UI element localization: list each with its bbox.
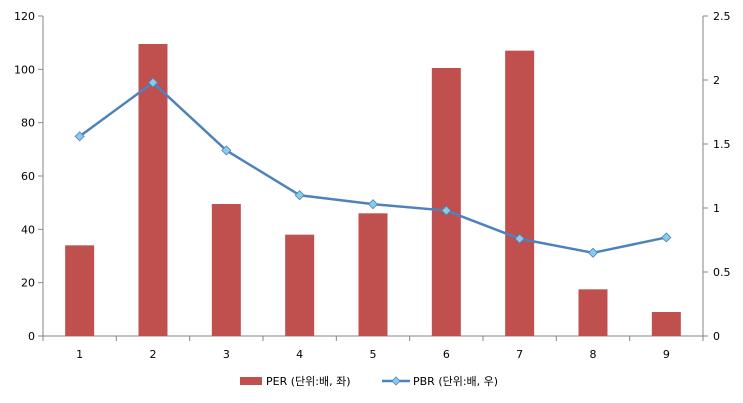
pbr-point bbox=[294, 190, 305, 201]
left-tick-label: 80 bbox=[21, 117, 35, 130]
x-tick-label: 6 bbox=[443, 348, 450, 361]
legend: PER (단위:배, 좌) PBR (단위:배, 우) bbox=[240, 375, 498, 388]
left-tick-label: 20 bbox=[21, 277, 35, 290]
pbr-point bbox=[661, 232, 672, 243]
x-tick-label: 7 bbox=[516, 348, 523, 361]
pbr-line bbox=[74, 77, 672, 258]
pbr-point bbox=[514, 233, 525, 244]
right-tick-label: 0.5 bbox=[713, 266, 731, 279]
right-tick-label: 2.5 bbox=[713, 10, 731, 23]
x-tick-label: 2 bbox=[150, 348, 157, 361]
legend-pbr-label: PBR (단위:배, 우) bbox=[413, 375, 498, 388]
legend-per-label: PER (단위:배, 좌) bbox=[266, 375, 351, 388]
pbr-point bbox=[147, 77, 159, 88]
per-bar bbox=[285, 234, 315, 336]
per-bar bbox=[651, 312, 681, 336]
per-bar bbox=[358, 213, 388, 336]
legend-per-swatch bbox=[240, 377, 262, 385]
left-tick-label: 60 bbox=[21, 170, 35, 183]
pbr-point bbox=[367, 199, 379, 210]
left-tick-label: 120 bbox=[14, 10, 35, 23]
left-tick-label: 0 bbox=[28, 330, 35, 343]
right-tick-label: 1 bbox=[713, 202, 720, 215]
per-bar bbox=[211, 204, 241, 336]
right-tick-label: 2 bbox=[713, 74, 720, 87]
left-tick-label: 100 bbox=[14, 63, 35, 76]
pbr-point bbox=[74, 131, 85, 142]
x-tick-label: 1 bbox=[76, 348, 83, 361]
x-tick-label: 5 bbox=[370, 348, 377, 361]
pbr-point bbox=[587, 247, 599, 258]
per-bar bbox=[65, 245, 95, 336]
pbr-point bbox=[441, 205, 452, 216]
x-tick-label: 3 bbox=[223, 348, 230, 361]
x-tick-label: 4 bbox=[296, 348, 303, 361]
x-tick-label: 9 bbox=[663, 348, 670, 361]
per-bar bbox=[578, 289, 608, 336]
right-tick-label: 1.5 bbox=[713, 138, 731, 151]
per-bar bbox=[431, 68, 461, 336]
legend-pbr-marker bbox=[391, 376, 401, 386]
per-bar bbox=[138, 44, 168, 336]
per-bar bbox=[505, 50, 535, 337]
x-tick-label: 8 bbox=[590, 348, 597, 361]
pbr-point bbox=[221, 145, 232, 156]
right-tick-label: 0 bbox=[713, 330, 720, 343]
left-tick-label: 40 bbox=[21, 223, 35, 236]
